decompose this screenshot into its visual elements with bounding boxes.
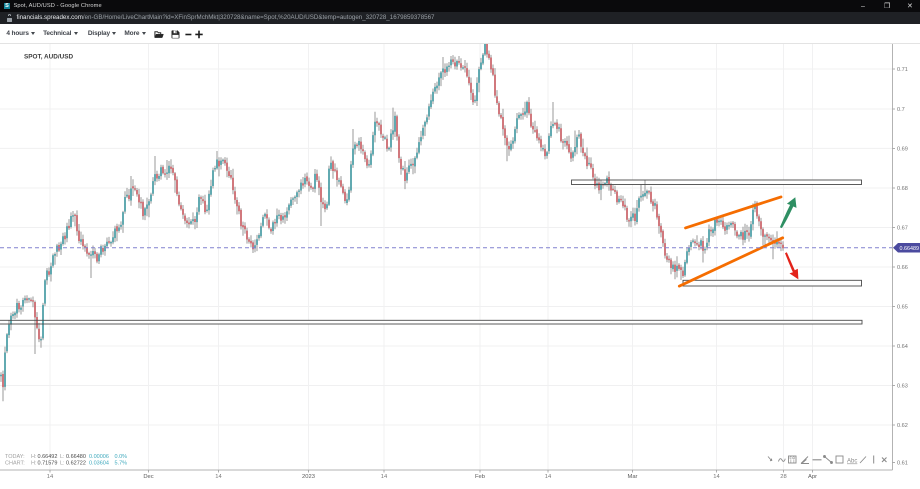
svg-text:CHART:: CHART: — [5, 461, 25, 467]
svg-text:0.64: 0.64 — [897, 344, 908, 350]
svg-text:H:: H: — [31, 454, 37, 460]
svg-text:2023: 2023 — [302, 474, 315, 480]
svg-text:0.69: 0.69 — [897, 146, 908, 152]
svg-text:0.7: 0.7 — [897, 107, 905, 113]
svg-text:SPOT, AUD/USD: SPOT, AUD/USD — [24, 54, 74, 61]
svg-text:0.65: 0.65 — [897, 304, 908, 310]
svg-text:0.62722: 0.62722 — [66, 461, 86, 467]
svg-text:0.0%: 0.0% — [115, 454, 128, 460]
svg-text:14: 14 — [545, 474, 552, 480]
svg-text:14: 14 — [381, 474, 388, 480]
svg-text:0.66492: 0.66492 — [38, 454, 58, 460]
svg-text:0.63: 0.63 — [897, 383, 908, 389]
svg-text:0.68: 0.68 — [897, 186, 908, 192]
svg-text:Feb: Feb — [475, 474, 485, 480]
svg-text:14: 14 — [713, 474, 720, 480]
svg-text:0.67: 0.67 — [897, 225, 908, 231]
svg-text:Dec: Dec — [143, 474, 153, 480]
svg-text:0.66489: 0.66489 — [900, 246, 920, 252]
svg-text:L:: L: — [60, 461, 65, 467]
svg-text:0.00006: 0.00006 — [89, 454, 109, 460]
svg-text:0.03604: 0.03604 — [89, 461, 109, 467]
svg-text:Abc: Abc — [847, 459, 857, 465]
svg-text:H:: H: — [31, 461, 37, 467]
svg-text:0.61: 0.61 — [897, 460, 908, 466]
svg-text:28: 28 — [780, 474, 786, 480]
svg-text:TODAY:: TODAY: — [5, 454, 25, 460]
svg-text:L:: L: — [60, 454, 65, 460]
svg-text:0.62: 0.62 — [897, 423, 908, 429]
svg-text:0.66480: 0.66480 — [66, 454, 86, 460]
svg-text:0.66: 0.66 — [897, 265, 908, 271]
svg-text:0.71579: 0.71579 — [38, 461, 58, 467]
svg-text:5.7%: 5.7% — [115, 461, 128, 467]
svg-text:14: 14 — [215, 474, 222, 480]
svg-text:14: 14 — [47, 474, 54, 480]
svg-text:Apr: Apr — [808, 474, 817, 480]
svg-text:Mar: Mar — [628, 474, 638, 480]
svg-text:0.71: 0.71 — [897, 67, 908, 73]
